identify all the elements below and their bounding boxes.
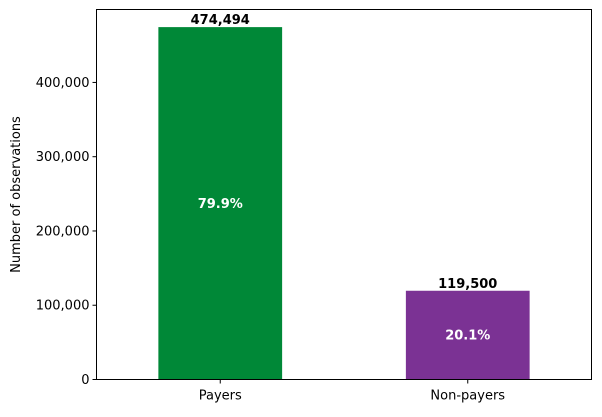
y-tick-label: 300,000: [36, 150, 90, 165]
bar-labels: 474,494 79.9% 119,500 20.1%: [191, 13, 498, 344]
y-tick-label: 200,000: [36, 224, 90, 239]
bar-non-payers: [405, 290, 530, 380]
bar-percent-label: 79.9%: [198, 197, 243, 212]
bar-value-label: 119,500: [438, 277, 497, 292]
x-tick-label: Non-payers: [430, 389, 505, 404]
y-axis: 0 100,000 200,000 300,000 400,000: [36, 76, 97, 388]
y-tick-label: 0: [81, 373, 89, 388]
bars: [158, 27, 530, 380]
plot-frame: [96, 9, 592, 380]
x-axis: Payers Non-payers: [199, 379, 505, 404]
y-tick-label: 100,000: [36, 299, 90, 314]
y-axis-label: Number of observations: [9, 116, 24, 273]
bar-percent-label: 20.1%: [445, 329, 490, 344]
bar-value-label: 474,494: [191, 13, 250, 28]
y-tick-label: 400,000: [36, 76, 90, 91]
x-tick-label: Payers: [199, 389, 242, 404]
bar-payers: [158, 27, 283, 380]
